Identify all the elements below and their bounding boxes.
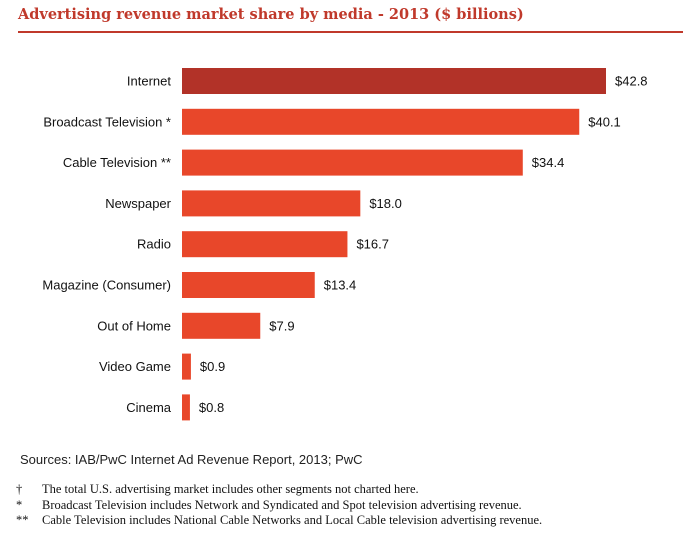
source-note: Sources: IAB/PwC Internet Ad Revenue Rep… — [20, 452, 363, 467]
category-label-newspaper: Newspaper — [105, 196, 171, 211]
footnote-text: Broadcast Television includes Network an… — [42, 497, 522, 512]
category-label-radio: Radio — [137, 237, 171, 252]
bar-video-game — [182, 353, 191, 380]
footnote-cable: ** Cable Television includes National Ca… — [16, 513, 542, 529]
bar-broadcast-television — [182, 108, 580, 135]
value-label-cinema: $0.8 — [199, 400, 224, 415]
value-label-magazine-consumer: $13.4 — [324, 278, 357, 293]
value-label-radio: $16.7 — [356, 237, 389, 252]
bar-chart: Internet $42.8 Broadcast Television * $40.1… — [42, 68, 648, 421]
value-label-internet: $42.8 — [615, 74, 648, 89]
footnote-symbol: † — [16, 482, 23, 496]
bar-magazine-consumer — [182, 272, 315, 298]
category-label-video-game: Video Game — [99, 359, 171, 374]
title-divider — [18, 31, 683, 33]
category-label-broadcast-television: Broadcast Television * — [43, 114, 171, 129]
bar-radio — [182, 231, 348, 258]
bar-cable-television — [182, 149, 523, 176]
value-label-newspaper: $18.0 — [369, 196, 402, 211]
footnote-text: Cable Television includes National Cable… — [42, 513, 543, 527]
footnote-broadcast: * Broadcast Television includes Network … — [16, 498, 542, 514]
value-label-broadcast-television: $40.1 — [588, 114, 621, 129]
category-label-internet: Internet — [127, 74, 171, 89]
category-label-cinema: Cinema — [126, 400, 172, 415]
category-label-out-of-home: Out of Home — [97, 318, 171, 333]
bar-out-of-home — [182, 312, 261, 339]
footnote-dagger: † The total U.S. advertising market incl… — [16, 482, 542, 498]
footnote-text: The total U.S. advertising market includ… — [42, 482, 419, 496]
footnote-symbol: * — [16, 497, 23, 512]
chart-title: Advertising revenue market share by medi… — [18, 6, 524, 23]
bar-internet — [182, 68, 606, 94]
footnote-symbol: ** — [16, 513, 29, 527]
footnotes: † The total U.S. advertising market incl… — [16, 482, 542, 529]
value-label-video-game: $0.9 — [200, 359, 225, 374]
category-label-magazine-consumer: Magazine (Consumer) — [42, 278, 171, 293]
bar-newspaper — [182, 190, 361, 217]
bar-cinema — [182, 394, 190, 421]
value-label-out-of-home: $7.9 — [269, 318, 294, 333]
category-label-cable-television: Cable Television ** — [63, 155, 171, 170]
value-label-cable-television: $34.4 — [532, 155, 565, 170]
